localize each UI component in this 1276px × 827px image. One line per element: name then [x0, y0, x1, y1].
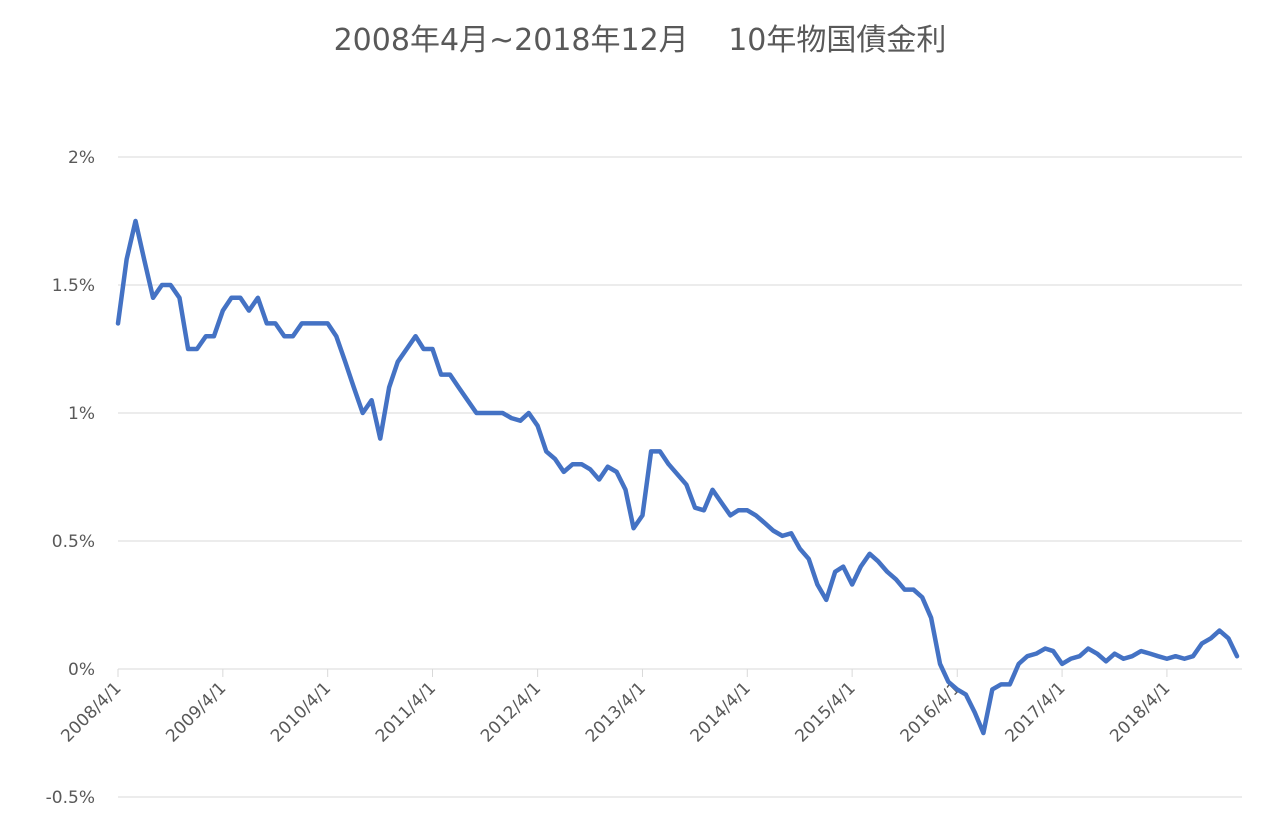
x-tick-label: 2013/4/1 — [582, 678, 650, 746]
x-tick-label: 2012/4/1 — [477, 678, 545, 746]
y-tick-label: 1% — [68, 404, 95, 424]
y-tick-label: 0% — [68, 660, 95, 680]
x-tick-label: 2015/4/1 — [792, 678, 860, 746]
x-tick-label: 2008/4/1 — [57, 678, 125, 746]
y-tick-label: 0.5% — [52, 532, 95, 552]
y-tick-label: 2% — [68, 148, 95, 168]
x-tick-label: 2009/4/1 — [162, 678, 230, 746]
x-tick-label: 2014/4/1 — [687, 678, 755, 746]
x-tick-label: 2010/4/1 — [267, 678, 335, 746]
line-series — [115, 218, 1240, 736]
y-tick-label: 1.5% — [52, 276, 95, 296]
x-tick-label: 2011/4/1 — [372, 678, 440, 746]
y-tick-label: -0.5% — [46, 788, 95, 808]
chart-title: 2008年4月~2018年12月 10年物国債金利 — [334, 23, 947, 58]
x-tick-label: 2018/4/1 — [1106, 678, 1174, 746]
x-tick-label: 2017/4/1 — [1001, 678, 1069, 746]
